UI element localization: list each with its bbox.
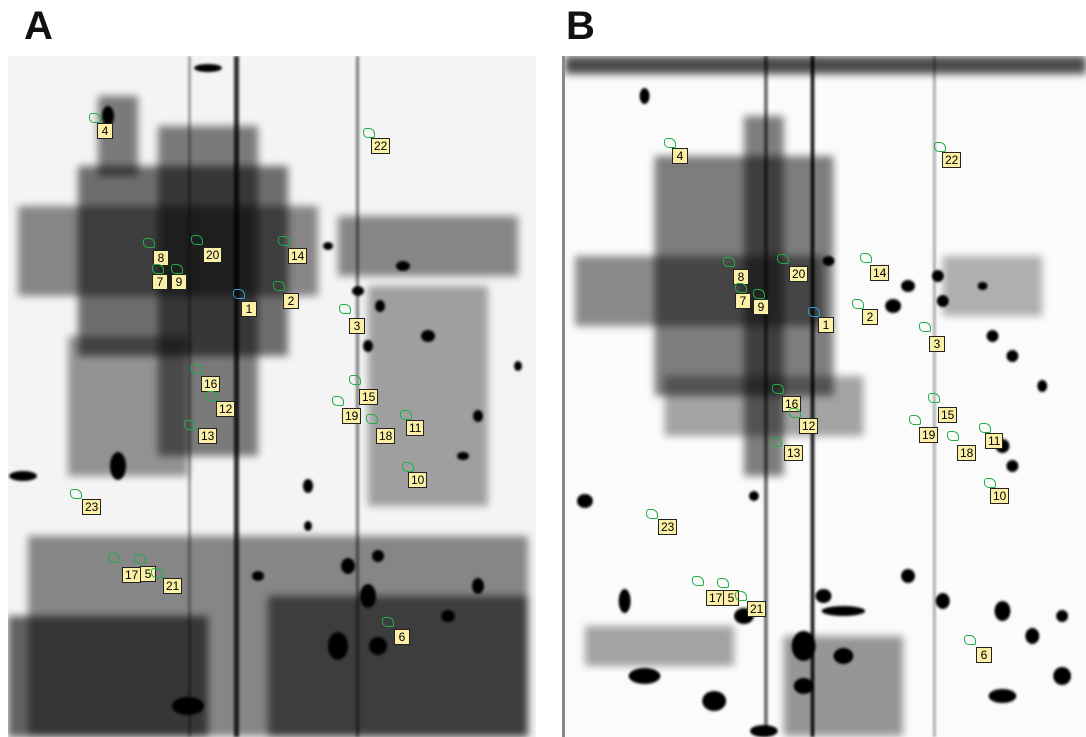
spot-label-20: 20 — [789, 266, 809, 282]
spot-label-22: 22 — [371, 138, 391, 154]
spot-label-7: 7 — [152, 274, 168, 290]
spot-outline-15 — [928, 393, 940, 403]
spot-label-23: 23 — [82, 499, 102, 515]
spot-label-19: 19 — [919, 427, 939, 443]
spot-label-9: 9 — [753, 299, 769, 315]
gel-image-b: 4 22 8 20 14 7 9 1 2 3 16 15 12 19 11 13 18 10 23 17 5 21 6 — [562, 56, 1086, 737]
spot-outline-6 — [382, 617, 394, 627]
spot-label-20: 20 — [203, 247, 223, 263]
spot-outline-12 — [206, 391, 218, 401]
spot-outline-3 — [339, 304, 351, 314]
spot-outline-2 — [273, 281, 285, 291]
spot-outline-18 — [366, 414, 378, 424]
spot-outline-2 — [852, 299, 864, 309]
spot-label-6: 6 — [976, 647, 992, 663]
spot-outline-16 — [772, 384, 784, 394]
spot-outline-22 — [363, 128, 375, 138]
spot-label-15: 15 — [938, 407, 958, 423]
spot-label-3: 3 — [929, 336, 945, 352]
spot-outline-16 — [191, 364, 203, 374]
spot-outline-13 — [770, 437, 782, 447]
spot-outline-8 — [143, 238, 155, 248]
spot-outline-18 — [947, 431, 959, 441]
spot-outline-11 — [979, 423, 991, 433]
panel-b-letter: B — [566, 4, 595, 48]
spot-label-16: 16 — [201, 376, 221, 392]
spot-outline-22 — [934, 142, 946, 152]
gel-texture-a — [8, 56, 536, 737]
spot-label-2: 2 — [283, 293, 299, 309]
spot-outline-10 — [402, 462, 414, 472]
spot-label-14: 14 — [288, 248, 308, 264]
spot-label-9: 9 — [171, 274, 187, 290]
spot-label-7: 7 — [735, 293, 751, 309]
spot-outline-6 — [964, 635, 976, 645]
spot-label-10: 10 — [990, 488, 1010, 504]
spot-outline-20 — [777, 254, 789, 264]
spot-outline-23 — [646, 509, 658, 519]
spot-outline-23 — [70, 489, 82, 499]
spot-outline-7 — [735, 283, 747, 293]
spot-label-12: 12 — [799, 418, 819, 434]
spot-label-18: 18 — [376, 428, 396, 444]
panel-a-letter: A — [24, 4, 53, 48]
spot-label-15: 15 — [359, 389, 379, 405]
spot-label-19: 19 — [342, 408, 362, 424]
spot-label-4: 4 — [97, 123, 113, 139]
spot-outline-1 — [233, 289, 245, 299]
spot-outline-15 — [349, 375, 361, 385]
spot-label-21: 21 — [163, 578, 183, 594]
spot-label-13: 13 — [198, 428, 218, 444]
spot-label-11: 11 — [406, 420, 425, 436]
spot-label-13: 13 — [784, 445, 804, 461]
spot-outline-19 — [332, 396, 344, 406]
gel-image-a: 4 22 8 20 14 7 9 2 1 3 16 15 12 19 11 13 18 10 23 17 5 21 6 — [8, 56, 536, 737]
spot-label-1: 1 — [818, 317, 834, 333]
spot-outline-21 — [735, 591, 747, 601]
spot-label-3: 3 — [349, 318, 365, 334]
spot-label-10: 10 — [408, 472, 428, 488]
spot-label-12: 12 — [216, 401, 236, 417]
spot-outline-11 — [400, 410, 412, 420]
spot-outline-17 — [692, 576, 704, 586]
spot-outline-9 — [753, 289, 765, 299]
spot-label-6: 6 — [394, 629, 410, 645]
spot-outline-21 — [151, 568, 163, 578]
spot-outline-1 — [808, 307, 820, 317]
spot-outline-14 — [278, 236, 290, 246]
spot-label-14: 14 — [870, 265, 890, 281]
spot-outline-4 — [89, 113, 101, 123]
spot-label-4: 4 — [672, 148, 688, 164]
spot-label-2: 2 — [862, 309, 878, 325]
spot-label-17: 17 — [122, 567, 142, 583]
spot-outline-7 — [152, 264, 164, 274]
spot-label-22: 22 — [942, 152, 962, 168]
spot-outline-3 — [919, 322, 931, 332]
spot-outline-10 — [984, 478, 996, 488]
spot-outline-5 — [134, 554, 146, 564]
spot-outline-19 — [909, 415, 921, 425]
spot-outline-17 — [108, 553, 120, 563]
spot-label-11: 11 — [985, 433, 1004, 449]
spot-label-23: 23 — [658, 519, 678, 535]
spot-outline-12 — [789, 408, 801, 418]
gel-texture-b — [565, 56, 1086, 737]
spot-label-1: 1 — [241, 301, 257, 317]
spot-label-21: 21 — [747, 601, 767, 617]
spot-label-18: 18 — [957, 445, 977, 461]
spot-outline-5 — [717, 578, 729, 588]
spot-outline-9 — [171, 264, 183, 274]
spot-outline-8 — [723, 257, 735, 267]
spot-outline-13 — [184, 420, 196, 430]
spot-outline-20 — [191, 235, 203, 245]
spot-outline-14 — [860, 253, 872, 263]
spot-outline-4 — [664, 138, 676, 148]
